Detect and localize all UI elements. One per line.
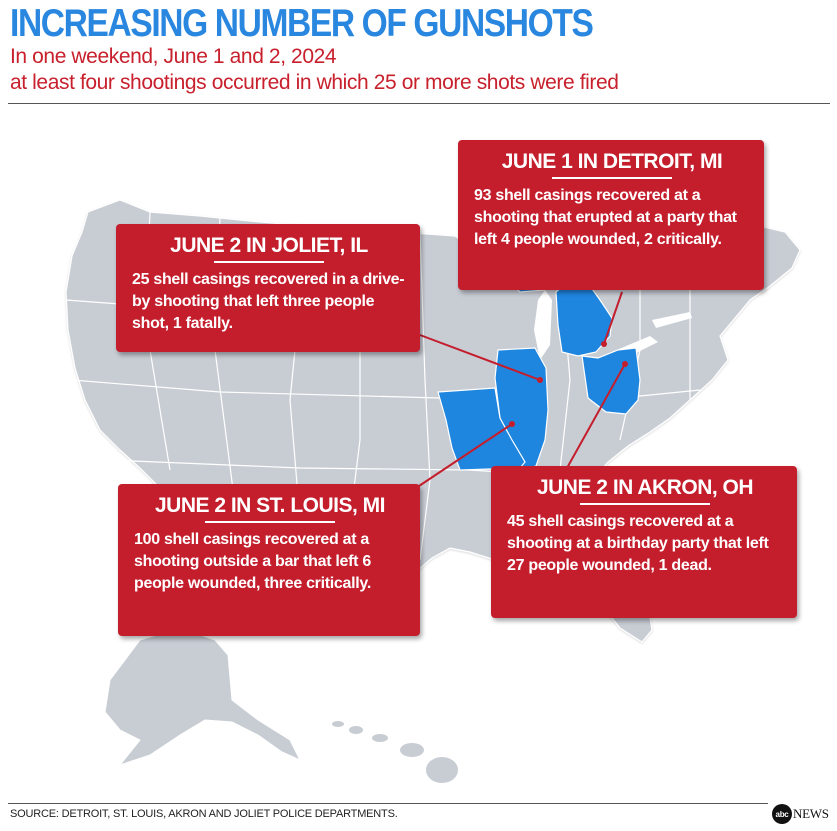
marker-detroit — [601, 341, 607, 347]
callout-joliet-rule — [214, 261, 324, 263]
callout-joliet: JUNE 2 IN JOLIET, IL 25 shell casings re… — [116, 224, 420, 352]
leader-akron — [566, 363, 626, 469]
marker-joliet — [537, 377, 543, 383]
page-title: INCREASING NUMBER OF GUNSHOTS — [10, 2, 594, 45]
subtitle-line-2: at least four shootings occurred in whic… — [10, 71, 619, 94]
abc-logo-mark: abc — [772, 804, 792, 824]
alaska-shape — [104, 627, 302, 767]
source-note: SOURCE: DETROIT, ST. LOUIS, AKRON AND JO… — [10, 808, 398, 820]
abc-logo-text: NEWS — [793, 806, 829, 821]
marker-akron — [622, 361, 628, 367]
header-divider — [8, 103, 830, 104]
callout-akron-body: 45 shell casings recovered at a shooting… — [507, 513, 769, 574]
callout-akron-title: JUNE 2 IN AKRON, OH — [536, 476, 754, 499]
callout-detroit-rule — [552, 177, 672, 179]
leader-joliet — [419, 334, 541, 381]
leader-lines — [409, 291, 626, 493]
marker-stlouis — [509, 421, 515, 427]
callout-stlouis-rule — [205, 521, 335, 523]
callout-stlouis-body: 100 shell casings recovered at a shootin… — [134, 531, 371, 592]
subtitle-line-1: In one weekend, June 1 and 2, 2024 — [10, 45, 337, 68]
callout-stlouis-title: JUNE 2 IN ST. LOUIS, MI — [154, 494, 386, 517]
abc-news-logo: abc NEWS — [772, 804, 829, 824]
callout-detroit-body: 93 shell casings recovered at a shooting… — [474, 187, 737, 248]
callout-detroit: JUNE 1 IN DETROIT, MI 93 shell casings r… — [458, 140, 764, 290]
footer-divider — [8, 803, 768, 804]
callout-joliet-body: 25 shell casings recovered in a drive-by… — [132, 271, 405, 332]
location-markers — [509, 341, 628, 427]
callout-stlouis: JUNE 2 IN ST. LOUIS, MI 100 shell casing… — [118, 484, 420, 636]
hawaii-shape — [332, 721, 458, 783]
callout-akron-rule — [580, 503, 710, 505]
callout-akron: JUNE 2 IN AKRON, OH 45 shell casings rec… — [491, 466, 797, 618]
missouri-shape — [437, 387, 526, 471]
callout-detroit-title: JUNE 1 IN DETROIT, MI — [501, 150, 723, 173]
leader-stlouis — [409, 423, 513, 493]
callout-joliet-title: JUNE 2 IN JOLIET, IL — [170, 234, 368, 257]
leader-detroit — [603, 291, 623, 345]
